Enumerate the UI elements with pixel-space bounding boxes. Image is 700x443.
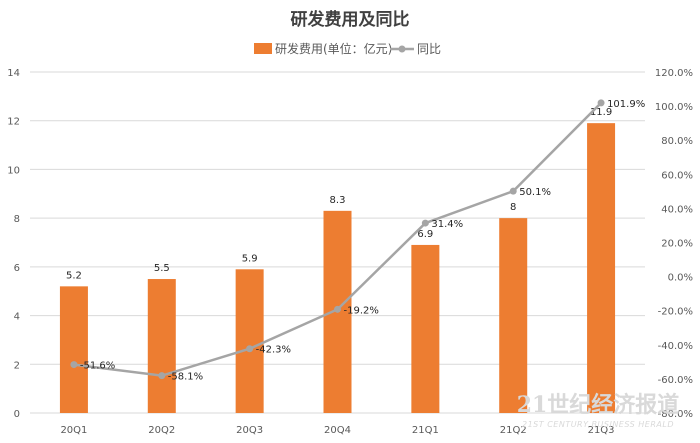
bar xyxy=(235,269,264,413)
bar-data-label: 8.3 xyxy=(330,195,346,206)
line-data-label: 31.4% xyxy=(431,219,463,230)
right-tick-label: 20.0% xyxy=(661,239,693,250)
left-tick-label: 2 xyxy=(14,360,20,371)
line-data-label: 101.9% xyxy=(607,99,645,110)
x-tick-label: 20Q1 xyxy=(60,425,87,436)
line-point xyxy=(597,99,605,107)
right-tick-label: 40.0% xyxy=(661,204,693,215)
line-data-label: -51.6% xyxy=(80,361,115,372)
x-tick-label: 20Q4 xyxy=(324,425,351,436)
bar xyxy=(587,123,616,414)
bar xyxy=(411,244,440,413)
line-data-label: -58.1% xyxy=(168,372,203,383)
legend-line-marker xyxy=(398,45,406,53)
right-tick-label: 100.0% xyxy=(655,102,693,113)
bar-series: 5.2 5.5 5.9 8.3 6.9 8 11.9 xyxy=(59,107,616,414)
line-point xyxy=(421,219,429,227)
line-point xyxy=(509,187,517,195)
legend-line-label: 同比 xyxy=(417,42,441,56)
x-tick-label: 21Q3 xyxy=(588,425,615,436)
watermark: 21世纪经济报道 21ST CENTURY BUSINESS HERALD xyxy=(517,392,680,429)
line-point xyxy=(158,372,166,380)
right-tick-label: -20.0% xyxy=(658,307,693,318)
watermark-sub: 21ST CENTURY BUSINESS HERALD xyxy=(522,420,674,429)
bar-data-label: 5.2 xyxy=(66,270,82,281)
bar-data-label: 5.9 xyxy=(242,253,258,264)
x-tick-label: 21Q1 xyxy=(412,425,439,436)
legend: 研发费用(单位：亿元) 同比 xyxy=(254,41,441,56)
bar xyxy=(59,286,88,413)
legend-bar-swatch xyxy=(254,43,272,54)
right-tick-label: 0.0% xyxy=(668,273,693,284)
line-data-label: 50.1% xyxy=(519,187,551,198)
bar-data-label: 6.9 xyxy=(417,229,433,240)
x-axis-ticks: 20Q1 20Q2 20Q3 20Q4 21Q1 21Q2 21Q3 xyxy=(60,425,614,436)
line-data-label: -42.3% xyxy=(256,345,291,356)
bar-data-label: 8 xyxy=(510,202,516,213)
bar-data-label: 5.5 xyxy=(154,263,170,274)
bar-data-label: 11.9 xyxy=(590,107,612,118)
right-tick-label: -60.0% xyxy=(658,375,693,386)
x-tick-label: 20Q2 xyxy=(148,425,175,436)
left-tick-label: 12 xyxy=(7,117,20,128)
line-data-label: -19.2% xyxy=(344,305,379,316)
bar xyxy=(147,279,176,413)
left-tick-label: 0 xyxy=(14,409,20,420)
legend-bar-label: 研发费用(单位：亿元) xyxy=(275,41,392,56)
right-tick-label: 60.0% xyxy=(661,170,693,181)
x-tick-label: 20Q3 xyxy=(236,425,263,436)
line-point xyxy=(334,305,341,313)
line-point xyxy=(70,361,78,369)
x-tick-label: 21Q2 xyxy=(500,425,527,436)
right-tick-label: 120.0% xyxy=(655,68,693,79)
left-axis-ticks: 0 2 4 6 8 10 12 14 xyxy=(7,68,20,420)
right-tick-label: 80.0% xyxy=(661,136,693,147)
right-tick-label: -40.0% xyxy=(658,341,693,352)
left-tick-label: 6 xyxy=(14,263,20,274)
left-tick-label: 8 xyxy=(14,214,20,225)
line-point xyxy=(246,345,254,353)
line-series: -51.6% -58.1% -42.3% -19.2% 31.4% 50.1% 101.9% xyxy=(70,99,645,383)
bar xyxy=(499,218,528,413)
chart-title: 研发费用及同比 xyxy=(291,9,410,30)
right-tick-label: -80.0% xyxy=(658,409,693,420)
left-tick-label: 14 xyxy=(7,68,20,79)
left-tick-label: 10 xyxy=(7,165,20,176)
left-tick-label: 4 xyxy=(14,312,20,323)
right-axis-ticks: -80.0% -60.0% -40.0% -20.0% 0.0% 20.0% 40.0% 60… xyxy=(655,68,693,420)
watermark-main: 21世纪经济报道 xyxy=(517,392,680,418)
